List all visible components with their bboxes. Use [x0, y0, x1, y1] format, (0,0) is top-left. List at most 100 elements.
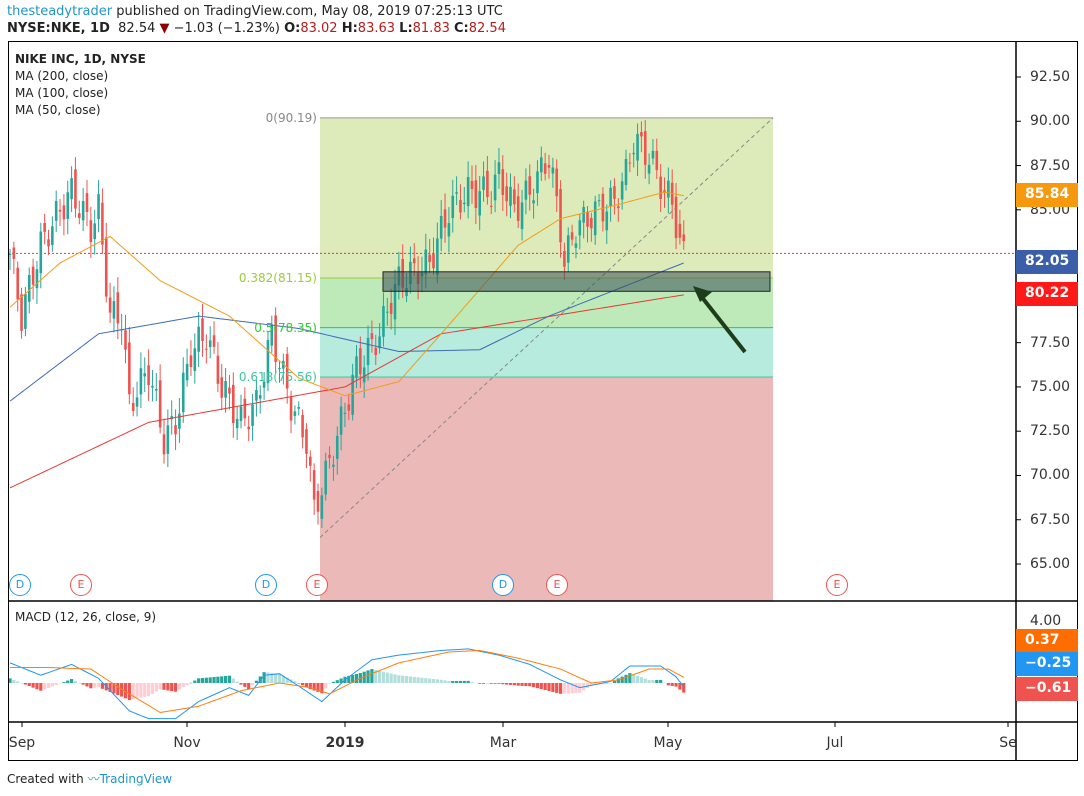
macd-histogram-bar — [77, 682, 81, 684]
macd-histogram-bar — [362, 671, 366, 683]
macd-histogram-bar — [96, 683, 101, 688]
macd-histogram-bar — [150, 683, 155, 694]
candle-body — [297, 406, 301, 409]
candle-body — [513, 189, 516, 205]
macd-histogram-bar — [135, 683, 139, 699]
candle-body — [355, 356, 358, 378]
macd-histogram-bar — [208, 677, 212, 683]
candle-body — [16, 267, 19, 300]
macd-histogram-bar — [351, 674, 355, 683]
macd-histogram-bar — [451, 680, 455, 683]
candle-body — [216, 355, 220, 384]
macd-histogram-bar — [301, 683, 305, 686]
dividend-marker[interactable]: D — [492, 574, 514, 596]
macd-histogram-bar — [420, 677, 424, 683]
macd-histogram-bar — [173, 683, 178, 692]
candle-body — [493, 174, 497, 201]
candle-body — [124, 330, 127, 350]
macd-histogram-bar — [89, 683, 93, 689]
macd-histogram-bar — [678, 683, 682, 690]
macd-histogram-bar — [435, 679, 439, 683]
dividend-marker[interactable]: D — [255, 574, 277, 596]
candle-body — [243, 398, 247, 419]
candle-body — [155, 389, 158, 391]
macd-histogram-bar — [389, 673, 393, 683]
macd-histogram-bar — [93, 683, 97, 688]
candle-body — [328, 454, 331, 458]
macd-histogram-bar — [589, 683, 593, 686]
macd-histogram-bar — [216, 676, 220, 683]
candle-body — [632, 152, 635, 155]
candle-body — [570, 232, 574, 240]
last-price: 82.54 — [118, 21, 156, 36]
candle-body — [505, 186, 508, 202]
macd-histogram-bar — [674, 683, 678, 687]
candle-body — [378, 336, 381, 349]
macd-histogram-bar — [574, 683, 578, 694]
price-axis-label: 87.50 — [1030, 157, 1071, 174]
fib-zone-2 — [320, 327, 773, 378]
candle-body — [551, 167, 555, 174]
price-axis-label: 77.50 — [1030, 334, 1071, 351]
macd-histogram-bar — [593, 683, 597, 685]
macd-histogram-bar — [443, 680, 447, 683]
earnings-marker[interactable]: E — [306, 574, 328, 596]
earnings-marker[interactable]: E — [826, 574, 848, 596]
candle-body — [332, 464, 335, 467]
candle-body — [497, 162, 501, 175]
candle-body — [158, 380, 162, 428]
candle-body — [436, 238, 439, 275]
author-link[interactable]: thesteadytrader — [7, 4, 113, 19]
legend-ma200[interactable]: MA (200, close) — [15, 69, 109, 83]
macd-histogram-bar — [659, 679, 663, 683]
macd-histogram-bar — [293, 681, 297, 683]
candle-body — [39, 231, 43, 274]
macd-histogram-bar — [143, 683, 147, 697]
macd-histogram-bar — [643, 678, 647, 683]
macd-histogram-bar — [601, 683, 605, 685]
macd-histogram-bar — [374, 669, 378, 683]
candle-body — [667, 180, 670, 198]
created-with: Created with — [7, 772, 84, 786]
macd-legend[interactable]: MACD (12, 26, close, 9) — [15, 610, 157, 624]
candle-body — [135, 397, 139, 407]
macd-histogram-bar — [112, 683, 116, 694]
earnings-marker[interactable]: E — [546, 574, 568, 596]
macd-histogram-bar — [312, 683, 316, 691]
legend-ma100[interactable]: MA (100, close) — [15, 86, 109, 100]
macd-histogram-bar — [547, 683, 551, 691]
tradingview-link[interactable]: TradingView — [99, 772, 173, 786]
legend-ma50[interactable]: MA (50, close) — [15, 103, 101, 117]
candle-body — [112, 301, 116, 319]
publish-text: published on TradingView.com, May 08, 20… — [116, 4, 503, 19]
candle-body — [258, 395, 262, 399]
dividend-marker[interactable]: D — [9, 574, 31, 596]
macd-histogram-bar — [204, 677, 208, 683]
arrow-head-icon — [693, 286, 712, 302]
candle-body — [470, 180, 474, 189]
time-axis-label: May — [653, 735, 683, 751]
candle-body — [147, 365, 150, 386]
macd-histogram-bar — [54, 683, 58, 686]
candle-body — [255, 390, 258, 401]
change: −1.03 (−1.23%) — [173, 21, 280, 36]
macd-histogram-bar — [439, 679, 443, 683]
macd-histogram-bar — [35, 683, 39, 690]
candle-body — [27, 275, 31, 302]
candle-body — [170, 416, 173, 420]
macd-histogram-bar — [404, 676, 409, 683]
macd-histogram-bar — [170, 683, 174, 692]
macd-histogram-bar — [366, 670, 370, 683]
price-axis-label: 72.50 — [1030, 423, 1071, 440]
macd-histogram-bar — [682, 683, 686, 693]
candle-body — [389, 302, 393, 314]
candle-body — [601, 193, 605, 222]
candle-body — [8, 254, 12, 256]
earnings-marker[interactable]: E — [70, 574, 92, 596]
macd-histogram-bar — [212, 677, 216, 683]
macd-histogram-bar — [512, 683, 516, 686]
macd-histogram-bar — [335, 680, 339, 683]
candle-body — [559, 188, 562, 243]
macd-histogram-bar — [66, 680, 70, 683]
